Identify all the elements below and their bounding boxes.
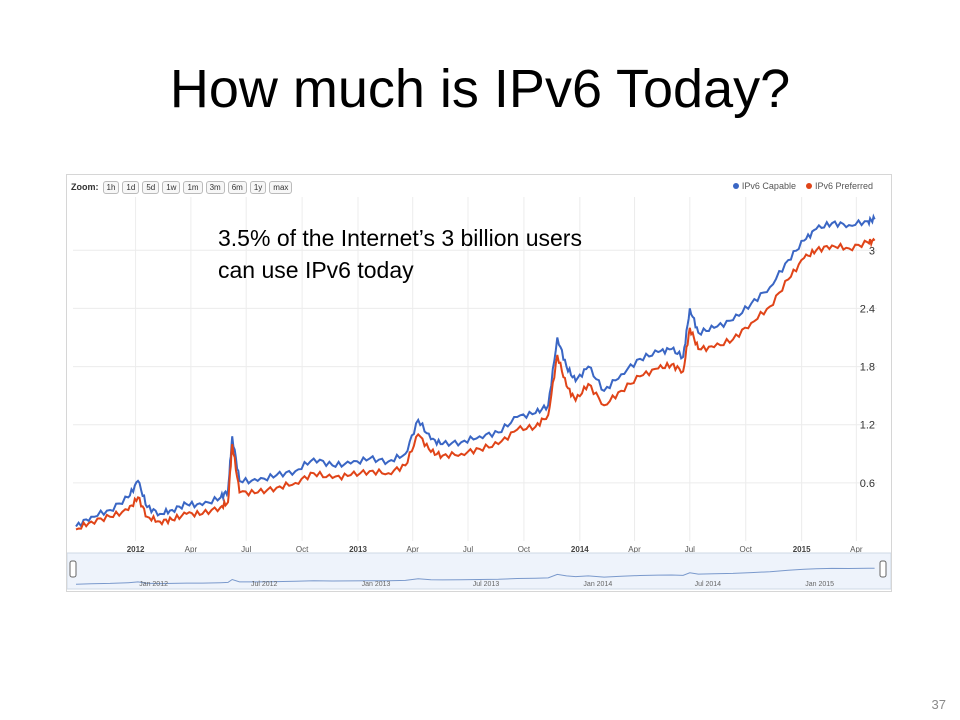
annotation-line-1: 3.5% of the Internet’s 3 billion users	[218, 225, 582, 251]
chart-svg: 0.6 1.2 1.8 2.4 3 2012 Apr Jul Oct 2013 Apr Jul Oct 2…	[67, 197, 891, 590]
y-tick-label: 3	[869, 245, 875, 257]
chart-legend: IPv6 Capable IPv6 Preferred	[732, 181, 873, 191]
slide-title: How much is IPv6 Today?	[169, 59, 791, 119]
zoom-1d-button[interactable]: 1d	[122, 180, 140, 194]
navigator-label: Jul 2012	[251, 581, 278, 588]
zoom-6m-button[interactable]: 6m	[227, 180, 247, 194]
y-tick-label: 1.2	[860, 420, 875, 432]
legend-item-capable[interactable]: IPv6 Capable	[732, 181, 796, 191]
x-tick-label: Oct	[518, 545, 531, 554]
zoom-1m-button[interactable]: 1m	[183, 180, 203, 194]
y-tick-label: 2.4	[860, 303, 875, 315]
x-tick-label: 2013	[349, 545, 367, 554]
legend-item-preferred[interactable]: IPv6 Preferred	[805, 181, 873, 191]
zoom-1h-button[interactable]: 1h	[102, 180, 120, 194]
zoom-1y-button[interactable]: 1y	[249, 180, 267, 194]
y-tick-label: 0.6	[860, 478, 875, 490]
y-tick-label: 1.8	[860, 362, 875, 374]
navigator-line	[75, 567, 875, 585]
legend-dot-icon	[805, 183, 812, 189]
x-tick-label: Oct	[296, 545, 309, 554]
page-number: 37	[931, 697, 946, 712]
x-tick-label: Oct	[740, 545, 753, 554]
navigator-label: Jan 2014	[583, 581, 612, 588]
x-tick-label: Jul	[241, 545, 251, 554]
zoom-1w-button[interactable]: 1w	[162, 180, 181, 194]
x-tick-label: Apr	[850, 545, 863, 554]
series-line-capable	[75, 213, 876, 529]
x-tick-label: Jul	[463, 545, 473, 554]
navigator-label: Jul 2013	[473, 581, 500, 588]
annotation-line-2: can use IPv6 today	[218, 257, 414, 283]
x-tick-label: 2014	[571, 545, 589, 554]
series-line-preferred	[75, 237, 876, 531]
navigator-label: Jan 2013	[362, 581, 391, 588]
zoom-5d-button[interactable]: 5d	[142, 180, 160, 194]
navigator-label: Jan 2012	[139, 581, 168, 588]
navigator-right-handle[interactable]	[879, 560, 887, 578]
navigator-left-handle[interactable]	[69, 560, 77, 578]
zoom-max-button[interactable]: max	[269, 180, 293, 194]
x-tick-label: Apr	[406, 545, 419, 554]
legend-dot-icon	[732, 183, 739, 189]
x-tick-label: 2015	[793, 545, 811, 554]
navigator-label: Jul 2014	[695, 581, 722, 588]
x-tick-label: 2012	[127, 545, 145, 554]
chart-annotation: 3.5% of the Internet’s 3 billion users c…	[218, 222, 758, 286]
zoom-label: Zoom:	[71, 182, 99, 192]
legend-label-capable: IPv6 Capable	[741, 181, 796, 191]
navigator-label: Jan 2015	[805, 581, 834, 588]
zoom-toolbar: Zoom: 1h 1d 5d 1w 1m 3m 6m 1y max	[67, 179, 295, 195]
chart-frame: Zoom: 1h 1d 5d 1w 1m 3m 6m 1y max IPv6 C…	[66, 174, 892, 592]
legend-label-preferred: IPv6 Preferred	[814, 181, 873, 191]
x-tick-label: Jul	[685, 545, 695, 554]
zoom-3m-button[interactable]: 3m	[205, 180, 225, 194]
x-tick-label: Apr	[628, 545, 641, 554]
x-tick-label: Apr	[185, 545, 198, 554]
